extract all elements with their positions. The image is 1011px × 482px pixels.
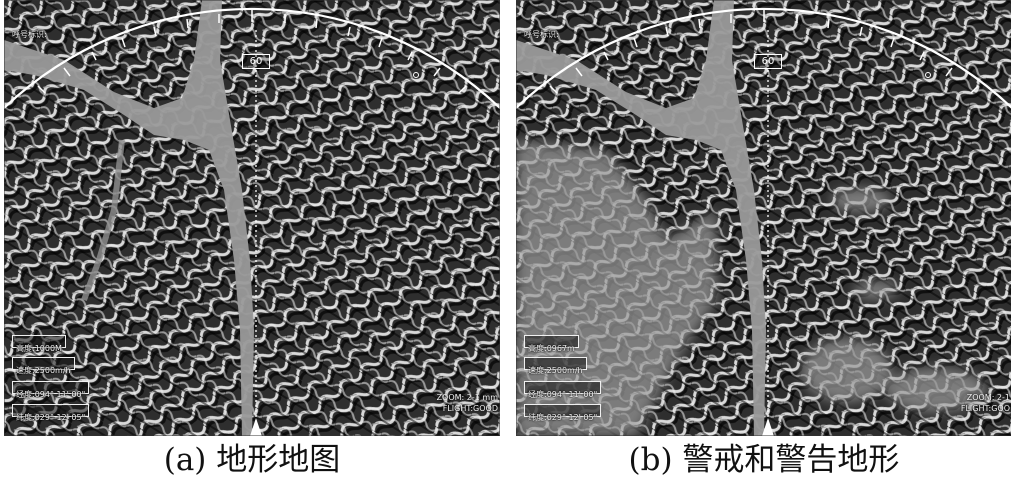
zoom-readout: ZOOM: 2-1 mm (436, 393, 498, 402)
speed-readout: 速度:2500m/h (16, 366, 71, 375)
altitude-readout: 高度:0967m (528, 344, 575, 353)
caption-b: (b) 警戒和警告地形 (628, 442, 900, 478)
latitude-readout: 纬度:029° 12' 05" (528, 413, 598, 422)
aircraft-marker-icon-b (762, 418, 774, 436)
altitude-box: 高度:0967m (524, 335, 579, 353)
speed-box: 速度:2500m/h (12, 357, 75, 375)
warning-terrain-panel: 呼号标识: 60 高度:0967m 速度:2500m/h 经度:094° 11'… (516, 0, 1011, 436)
longitude-box: 经度:094° 11' 00" (524, 381, 602, 399)
longitude-box: 经度:094° 11' 00" (12, 381, 90, 399)
compass-arc (4, 7, 500, 109)
terrain-relief-image (4, 0, 500, 436)
latitude-readout: 纬度:029° 12' 05" (16, 413, 86, 422)
caption-a: (a) 地形地图 (163, 442, 341, 478)
aircraft-marker-icon (250, 418, 262, 436)
altitude-readout: 高度:1000M (16, 344, 62, 353)
latitude-box: 纬度:029° 12' 05" (524, 404, 602, 422)
callsign-label: 呼号标识: (12, 30, 47, 39)
compass-ticks (37, 10, 467, 94)
flight-status: FLIGHT:GOOD (442, 404, 498, 413)
heading-indicator: 60 (242, 54, 270, 69)
longitude-readout: 经度:094° 11' 00" (16, 390, 86, 399)
latitude-box: 纬度:029° 12' 05" (12, 404, 90, 422)
altitude-box: 高度:1000M (12, 335, 66, 353)
terrain-relief-image-warning (516, 0, 1011, 436)
longitude-readout: 经度:094° 11' 00" (528, 390, 598, 399)
callsign-label: 呼号标识: (524, 30, 559, 39)
speed-box: 速度:2500m/h (524, 357, 587, 375)
river (4, 0, 254, 436)
terrain-map-panel: 呼号标识: 60 高度:1000M 速度:2500m/h 经度:094° 11'… (4, 0, 500, 436)
speed-readout: 速度:2500m/h (528, 366, 583, 375)
flight-status: FLIGHT:GOO (960, 404, 1010, 413)
zoom-readout: ZOOM: 2-1 (966, 393, 1010, 402)
heading-indicator: 60 (754, 54, 782, 69)
